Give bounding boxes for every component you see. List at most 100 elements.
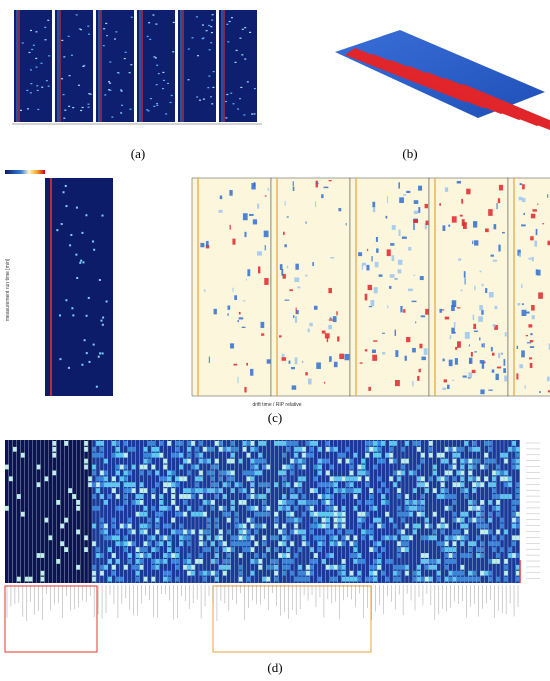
heatmap-cell: [456, 470, 461, 476]
peak: [439, 308, 443, 313]
heatmap-column: [16, 440, 21, 583]
heatmap-cell: [302, 541, 306, 547]
peak: [102, 45, 105, 47]
heatmap-cell: [484, 523, 489, 529]
heatmap-cell: [314, 488, 318, 493]
heatmap-cell: [294, 505, 298, 511]
heatmap-cell: [516, 564, 520, 570]
heatmap-cell: [298, 476, 302, 482]
heatmap-cell: [195, 446, 199, 452]
heatmap-cell: [516, 517, 520, 523]
heatmap-cell: [298, 570, 302, 576]
heatmap-cell: [369, 446, 374, 452]
heatmap-cell: [238, 553, 243, 558]
heatmap-cell: [44, 517, 49, 523]
heatmap-cell: [381, 482, 386, 488]
heatmap-cell: [349, 570, 354, 576]
heatmap-cell: [397, 570, 401, 576]
peak: [261, 333, 265, 336]
heatmap-cell: [92, 505, 96, 511]
peak: [471, 369, 476, 374]
heatmap-cell: [436, 559, 441, 564]
peak: [504, 332, 507, 337]
heatmap-column: [187, 440, 191, 583]
heatmap-cell: [139, 523, 144, 529]
heatmap-cell: [468, 541, 473, 547]
heatmap-cell: [203, 576, 207, 582]
heatmap-cell: [329, 576, 334, 582]
peak: [264, 195, 267, 197]
heatmap-cell: [207, 446, 211, 452]
highlight-box: [212, 585, 372, 653]
heatmap-column: [175, 440, 180, 583]
heatmap-cell: [270, 564, 275, 570]
peak: [372, 354, 378, 361]
heatmap-cell: [373, 576, 378, 582]
peak: [201, 24, 204, 26]
heatmap-cell: [123, 547, 128, 552]
peak: [488, 389, 493, 391]
peak: [93, 248, 96, 251]
heatmap-cell: [115, 535, 120, 541]
peak: [212, 86, 215, 88]
heatmap-cell: [401, 517, 405, 523]
heatmap-cell: [52, 446, 57, 452]
heatmap-cell: [329, 482, 334, 488]
heatmap-column: [393, 440, 397, 583]
heatmap-cell: [203, 488, 207, 493]
heatmap-cell: [104, 458, 108, 464]
heatmap-cell: [333, 523, 338, 529]
heatmap-cell: [100, 517, 104, 523]
heatmap-cell: [337, 564, 342, 570]
heatmap-cell: [250, 547, 255, 552]
heatmap-cell: [317, 511, 322, 517]
peak: [451, 216, 457, 223]
heatmap-cell: [420, 476, 425, 482]
heatmap-column: [274, 440, 279, 583]
peak: [518, 196, 523, 201]
heatmap-column: [424, 440, 429, 583]
heatmap-column: [163, 440, 168, 583]
heatmap-cell: [325, 529, 330, 535]
heatmap-cell: [504, 576, 508, 582]
peak: [397, 259, 403, 265]
heatmap-cell: [214, 441, 219, 446]
heatmap-cell: [496, 494, 500, 499]
peak: [72, 107, 75, 109]
heatmap-cell: [405, 458, 409, 464]
heatmap-column: [492, 440, 496, 583]
spectrum: [137, 10, 175, 122]
heatmap-cell: [100, 570, 104, 576]
peak: [202, 98, 205, 100]
peak: [232, 287, 234, 292]
heatmap-cell: [48, 535, 53, 541]
heatmap-cell: [492, 559, 496, 564]
peak: [64, 184, 67, 187]
peak: [531, 315, 535, 320]
heatmap-cell: [373, 559, 378, 564]
peak: [453, 321, 456, 328]
heatmap-column: [488, 440, 492, 583]
peak: [59, 358, 62, 361]
heatmap-cell: [254, 529, 259, 535]
heatmap-cell: [409, 535, 413, 541]
heatmap-cell: [377, 553, 382, 558]
heatmap-cell: [100, 564, 104, 570]
heatmap-cell: [444, 446, 449, 452]
heatmap-cell: [468, 517, 473, 523]
peak: [155, 23, 158, 25]
heatmap-cell: [373, 541, 378, 547]
heatmap-column: [377, 440, 382, 583]
heatmap-cell: [250, 464, 255, 470]
heatmap-cell: [329, 464, 334, 470]
heatmap-cell: [317, 470, 322, 476]
heatmap-cell: [111, 523, 116, 529]
peak: [485, 228, 489, 233]
heatmap-cell: [214, 547, 219, 552]
peak: [488, 292, 494, 298]
heatmap-column: [20, 440, 25, 583]
heatmap-cell: [373, 464, 378, 470]
heatmap-cell: [262, 511, 267, 517]
peak: [197, 55, 200, 57]
heatmap-cell: [369, 523, 374, 529]
